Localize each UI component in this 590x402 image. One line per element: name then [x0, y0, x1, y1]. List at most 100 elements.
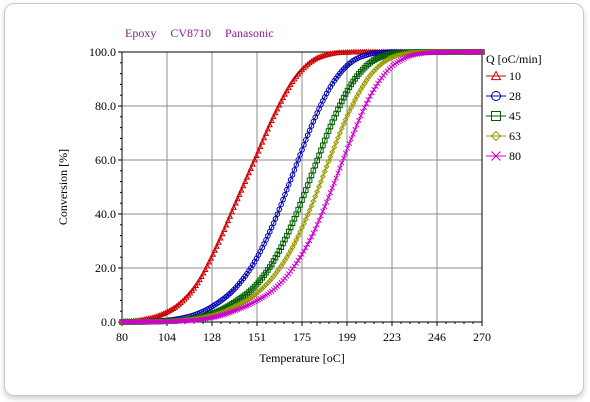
- data-point: [190, 284, 198, 291]
- data-point: [308, 202, 315, 209]
- legend-label: 45: [509, 109, 521, 123]
- data-point: [305, 241, 311, 247]
- x-tick-label: 151: [248, 330, 266, 344]
- data-point: [334, 134, 342, 141]
- data-point: [260, 134, 268, 141]
- data-point: [469, 49, 476, 55]
- y-tick-label: 20.0: [95, 261, 116, 275]
- data-point: [228, 208, 236, 215]
- data-point: [289, 244, 296, 251]
- x-tick-label: 175: [293, 330, 311, 344]
- data-point: [350, 131, 356, 137]
- data-point: [338, 125, 345, 132]
- data-point: [209, 251, 217, 257]
- data-point: [291, 263, 298, 269]
- data-point: [293, 236, 300, 243]
- data-point: [287, 176, 294, 183]
- data-point: [317, 53, 325, 59]
- legend-label: 10: [509, 69, 521, 83]
- data-point: [270, 220, 277, 226]
- data-point: [329, 185, 335, 191]
- legend-marker: [490, 130, 502, 142]
- y-tick-label: 100.0: [89, 45, 116, 59]
- data-point: [119, 319, 125, 325]
- data-point: [314, 54, 321, 61]
- data-point: [171, 304, 179, 310]
- data-point: [266, 121, 273, 128]
- series-layer: [118, 48, 486, 326]
- data-point: [217, 234, 224, 241]
- data-point: [242, 178, 249, 184]
- data-point: [192, 282, 200, 289]
- data-point: [479, 49, 485, 55]
- data-point: [291, 240, 298, 247]
- data-point: [329, 149, 336, 156]
- data-point: [262, 281, 270, 288]
- data-point: [243, 173, 251, 180]
- data-point: [304, 211, 311, 218]
- data-point: [352, 126, 358, 133]
- data-point: [194, 279, 201, 286]
- data-point: [312, 193, 319, 200]
- chart-frame: [4, 3, 584, 396]
- data-point: [333, 139, 340, 146]
- data-point: [358, 113, 364, 119]
- data-point: [240, 182, 247, 189]
- data-point: [257, 143, 264, 150]
- legend-label: 63: [509, 129, 521, 143]
- data-point: [297, 228, 304, 235]
- data-point: [471, 49, 478, 55]
- data-point: [356, 117, 362, 124]
- data-point: [319, 52, 326, 59]
- data-point: [245, 169, 253, 176]
- data-point: [298, 224, 306, 231]
- data-point: [323, 199, 330, 205]
- data-point: [462, 49, 468, 55]
- x-axis-label: Temperature [oC]: [259, 351, 344, 365]
- data-point: [342, 116, 349, 123]
- y-tick-label: 80.0: [95, 99, 116, 113]
- data-point: [156, 311, 164, 318]
- data-point: [339, 160, 345, 166]
- data-point: [278, 201, 284, 208]
- data-point: [376, 62, 383, 69]
- data-point: [278, 98, 285, 104]
- data-point: [125, 319, 131, 325]
- x-tick-label: 199: [338, 330, 356, 344]
- y-axis-ticks: 0.0 20.0 40.0 60.0 80.0 100.0: [89, 45, 122, 329]
- data-point: [361, 104, 368, 111]
- data-point: [375, 80, 381, 87]
- data-point: [279, 94, 287, 101]
- x-axis-ticks: 80 104 128 151 175 199 223 246 270: [116, 322, 491, 344]
- data-point: [247, 165, 254, 171]
- legend-marker: [490, 70, 502, 81]
- data-point: [234, 195, 241, 202]
- data-point: [467, 49, 474, 55]
- data-point: [215, 239, 222, 245]
- x-tick-label: 80: [116, 330, 128, 344]
- data-point: [312, 226, 318, 232]
- data-point: [281, 90, 289, 97]
- legend-entry: 63: [486, 129, 521, 143]
- data-point: [285, 84, 292, 90]
- data-point: [284, 186, 290, 193]
- data-point: [130, 319, 137, 325]
- data-point: [283, 87, 290, 94]
- data-point: [458, 49, 464, 55]
- data-point: [170, 305, 177, 312]
- data-point: [270, 113, 277, 120]
- legend-marker: [491, 91, 501, 101]
- x-tick-label: 128: [203, 330, 221, 344]
- data-point: [374, 64, 381, 71]
- x-tick-label: 246: [428, 330, 446, 344]
- data-point: [121, 319, 127, 325]
- data-point: [354, 122, 360, 128]
- data-point: [310, 230, 317, 236]
- data-point: [384, 56, 391, 63]
- data-point: [196, 276, 203, 283]
- data-point: [302, 216, 309, 223]
- data-point: [306, 207, 313, 214]
- data-point: [353, 93, 360, 100]
- data-point: [173, 302, 181, 309]
- data-point: [348, 136, 354, 142]
